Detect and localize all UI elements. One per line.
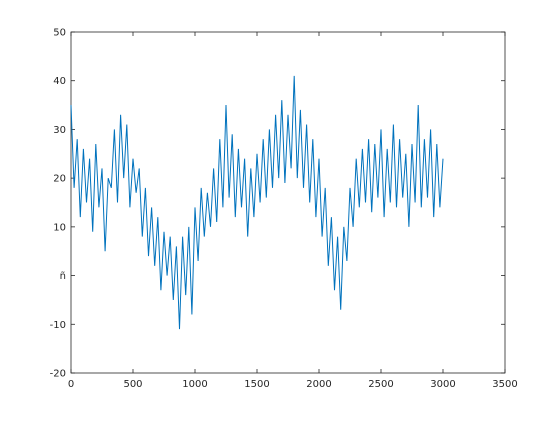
y-tick-label: 50	[53, 28, 66, 39]
y-tick-label: 30	[53, 125, 66, 136]
y-tick-label: 20	[53, 174, 66, 185]
x-tick-label: 3500	[492, 379, 517, 390]
y-tick-label: 40	[53, 76, 66, 87]
x-tick-label: 1000	[182, 379, 207, 390]
data-line	[70, 75, 444, 330]
y-tick-label: ñ	[60, 271, 66, 282]
y-tick-label: 10	[53, 222, 66, 233]
y-tick-label: -20	[50, 369, 66, 380]
plot-frame	[70, 31, 506, 374]
x-tick-label: 1500	[244, 379, 269, 390]
y-tick-label: -10	[50, 320, 66, 331]
x-tick-label: 0	[68, 379, 74, 390]
x-tick-label: 3000	[430, 379, 455, 390]
x-tick-label: 500	[123, 379, 142, 390]
x-tick-label: 2500	[368, 379, 393, 390]
x-tick-label: 2000	[306, 379, 331, 390]
